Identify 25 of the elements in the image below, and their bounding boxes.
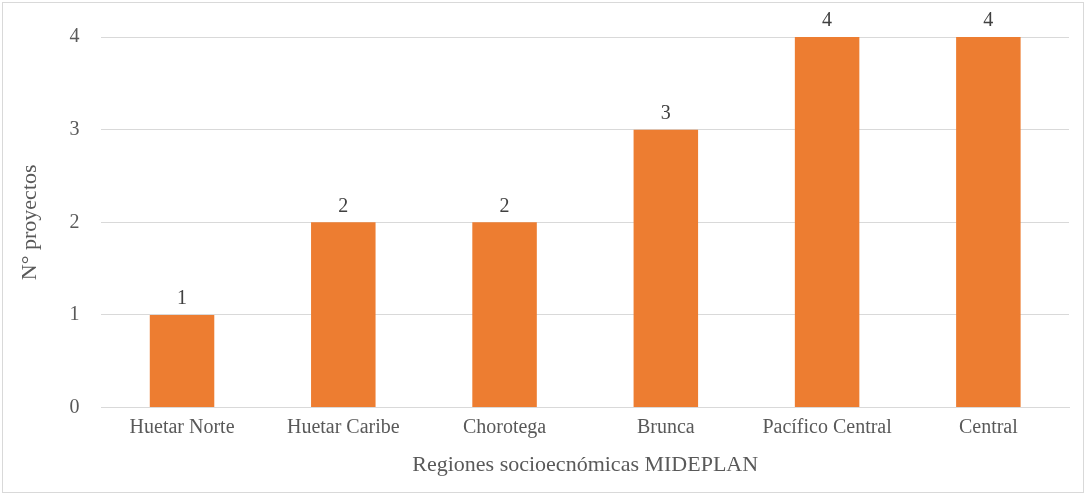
y-tick-label: 1 (69, 302, 80, 325)
y-tick-label: 3 (69, 116, 80, 139)
x-tick-label: Pacífico Central (762, 414, 893, 437)
x-tick-label: Central (958, 414, 1019, 437)
x-tick-label: Huetar Caribe (286, 414, 400, 437)
data-label: 2 (338, 193, 349, 216)
bar (472, 222, 537, 408)
bar (149, 314, 215, 408)
y-tick-label: 4 (69, 24, 80, 47)
bar (311, 222, 376, 408)
data-label: 3 (660, 100, 671, 123)
data-label: 4 (822, 8, 833, 31)
data-label: 2 (499, 193, 510, 216)
bar (956, 37, 1021, 408)
x-tick-label: Chorotega (462, 414, 547, 438)
data-label: 1 (177, 286, 188, 309)
data-label: 4 (983, 8, 994, 31)
y-axis-title: N° proyectos (15, 164, 41, 281)
y-tick-label: 2 (69, 209, 80, 232)
x-tick-label: Brunca (636, 414, 695, 437)
bar (633, 129, 699, 408)
bar (794, 37, 860, 408)
x-tick-label: Huetar Norte (129, 414, 235, 437)
y-tick-label: 0 (69, 394, 80, 417)
x-axis-title: Regiones socioecnómicas MIDEPLAN (412, 450, 759, 476)
